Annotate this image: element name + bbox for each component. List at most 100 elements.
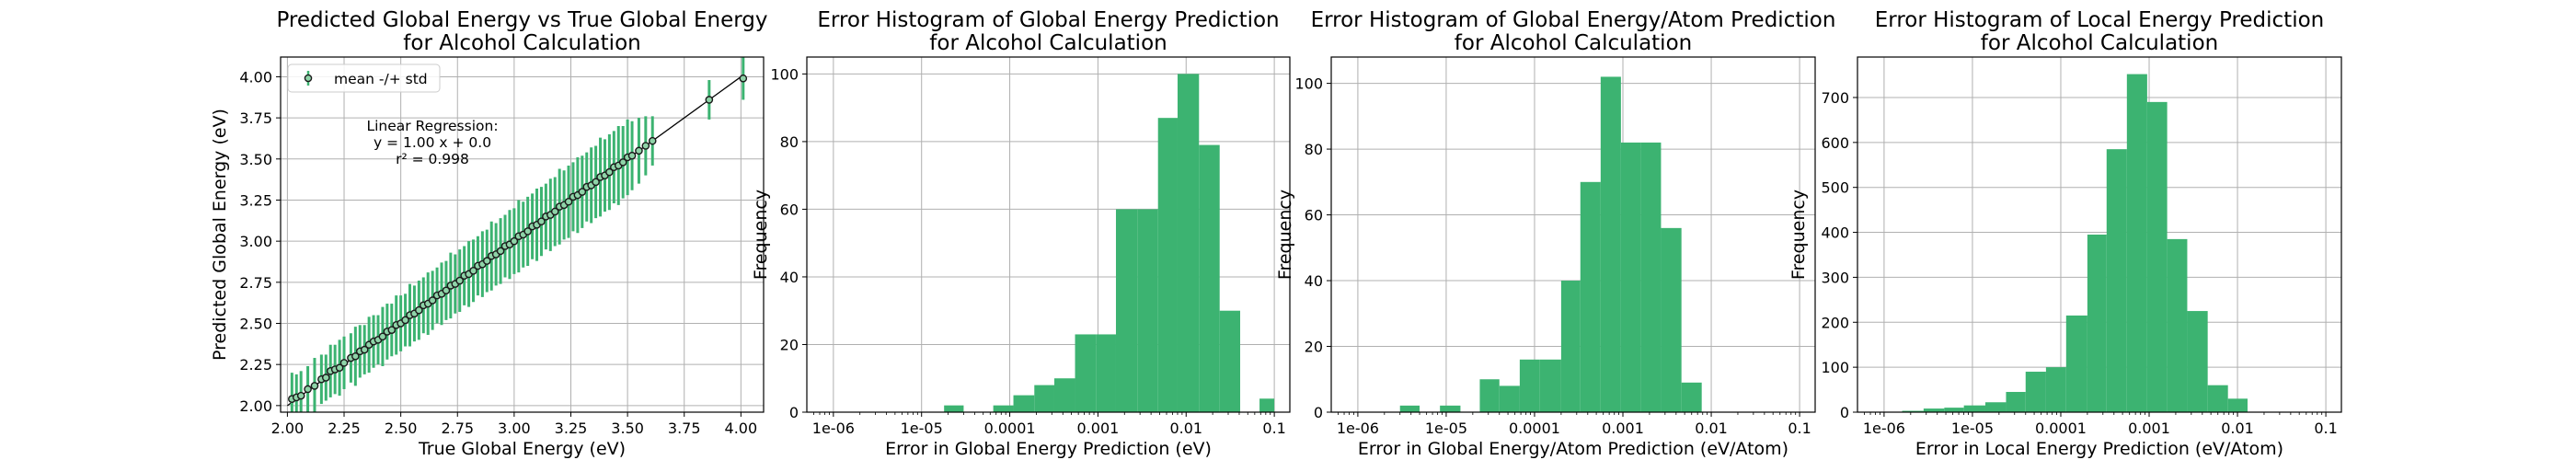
histogram-bar: [1479, 379, 1500, 412]
histogram-bar: [1259, 398, 1275, 412]
data-point: [304, 385, 312, 394]
y-tick-label: 500: [1821, 179, 1849, 197]
x-axis-label: Error in Global Energy/Atom Prediction (…: [1358, 439, 1788, 459]
histogram-bar: [2207, 385, 2228, 412]
y-axis-label: Frequency: [1275, 190, 1295, 280]
chart-panel-4: 1e-06 1e-05 0.0001 0.001 0.01 0.1 0 100 200 300 40…: [1788, 8, 2342, 459]
y-tick-label: 2.00: [239, 397, 272, 415]
data-point: [739, 74, 748, 83]
chart-title: Predicted Global Energy vs True Global E…: [276, 8, 767, 32]
histogram-bar: [1177, 74, 1200, 412]
chart-panel-1: 2.00 2.25 2.50 2.75 3.00 3.25 3.50 3.75 4.00 2.00…: [210, 8, 768, 459]
x-tick-label: 1e-05: [1951, 420, 1994, 437]
y-tick-label: 100: [1821, 359, 1849, 376]
plot-area: [944, 74, 1275, 412]
chart-title: Error Histogram of Global Energy/Atom Pr…: [1311, 8, 1836, 32]
histogram-bar: [2146, 101, 2168, 412]
data-point: [401, 316, 409, 325]
histogram-bar: [2045, 367, 2066, 412]
x-tick-label: 0.001: [1077, 420, 1120, 437]
x-axis-label: True Global Energy (eV): [418, 439, 626, 459]
data-point: [627, 151, 637, 160]
y-tick-label: 20: [780, 336, 799, 353]
y-tick-label: 3.00: [239, 233, 272, 250]
y-axis-label: Frequency: [1788, 190, 1809, 280]
y-tick-label: 20: [1305, 339, 1323, 356]
x-tick-label: 0.01: [2221, 420, 2254, 437]
chart-title: for Alcohol Calculation: [1981, 31, 2218, 55]
x-tick-label: 0.01: [1169, 420, 1202, 437]
histogram-bar: [1519, 359, 1540, 412]
y-tick-label: 3.50: [239, 151, 272, 168]
data-point: [335, 363, 344, 373]
histogram-bar: [1399, 405, 1420, 412]
data-point: [296, 391, 305, 400]
y-tick-label: 2.50: [239, 316, 272, 333]
data-point: [378, 332, 387, 341]
x-tick-label: 4.00: [725, 420, 758, 437]
y-tick-label: 40: [1305, 272, 1323, 290]
y-tick-label: 100: [1294, 75, 1323, 93]
y-tick-label: 2.25: [239, 356, 272, 374]
histogram-bar: [1600, 76, 1621, 412]
histogram-bar: [2106, 149, 2127, 412]
histogram-bar: [1539, 359, 1561, 412]
histogram-bar: [1902, 410, 1924, 412]
data-point: [360, 345, 369, 354]
x-tick-label: 0.0001: [2035, 420, 2087, 437]
data-point: [339, 359, 349, 367]
y-tick-label: 2.75: [239, 274, 272, 292]
x-tick-label: 2.00: [271, 420, 305, 437]
x-tick-label: 0.01: [1695, 420, 1728, 437]
histogram-bar: [1199, 144, 1220, 412]
data-point: [455, 276, 465, 285]
chart-title: for Alcohol Calculation: [403, 31, 640, 55]
regression-annotation: r² = 0.998: [396, 151, 469, 167]
x-tick-label: 0.001: [2128, 420, 2170, 437]
data-point: [510, 236, 519, 246]
y-tick-label: 60: [1305, 207, 1323, 224]
data-point: [428, 296, 437, 305]
y-tick-label: 40: [780, 269, 799, 286]
legend-label: mean -/+ std: [334, 71, 428, 87]
x-tick-label: 1e-05: [901, 420, 943, 437]
y-tick-label: 0: [789, 404, 799, 421]
histogram-bar: [1219, 310, 1241, 412]
chart-panel-3: 1e-06 1e-05 0.0001 0.001 0.01 0.1 0 20 40 60 80 100…: [1275, 8, 1835, 459]
x-tick-label: 3.50: [611, 420, 644, 437]
y-axis-label: Predicted Global Energy (eV): [210, 109, 230, 361]
histogram-bar: [2187, 311, 2208, 412]
histogram-bar: [944, 405, 964, 412]
y-tick-label: 80: [1305, 141, 1323, 158]
x-tick-label: 2.75: [441, 420, 474, 437]
y-tick-label: 80: [780, 133, 799, 151]
y-tick-label: 600: [1821, 134, 1849, 152]
chart-title: for Alcohol Calculation: [1455, 31, 1692, 55]
plot-frame: [1330, 56, 1816, 413]
histogram-bar: [1681, 382, 1702, 412]
y-tick-label: 60: [780, 201, 799, 218]
data-point: [618, 158, 627, 167]
x-tick-label: 1e-06: [812, 420, 855, 437]
histogram-bar: [1013, 395, 1035, 412]
x-axis-label: Error in Local Energy Prediction (eV/Ato…: [1915, 439, 2283, 459]
data-point: [469, 267, 477, 275]
x-tick-label: 1e-06: [1337, 420, 1379, 437]
x-tick-label: 0.001: [1602, 420, 1644, 437]
legend: mean -/+ std: [287, 63, 441, 93]
plot-frame: [280, 56, 765, 413]
data-point: [415, 305, 423, 315]
data-point: [578, 188, 587, 196]
x-axis-label: Error in Global Energy Prediction (eV): [885, 439, 1212, 459]
x-tick-label: 0.0001: [984, 420, 1036, 437]
data-point: [592, 178, 600, 187]
x-tick-label: 0.1: [1788, 420, 1811, 437]
histogram-bar: [1620, 142, 1641, 412]
y-tick-label: 3.25: [239, 191, 272, 209]
data-point: [705, 96, 714, 104]
histogram-bar: [1053, 378, 1075, 412]
data-point: [351, 351, 360, 361]
y-tick-label: 700: [1821, 89, 1849, 107]
data-point: [387, 326, 397, 334]
data-point: [605, 167, 614, 177]
